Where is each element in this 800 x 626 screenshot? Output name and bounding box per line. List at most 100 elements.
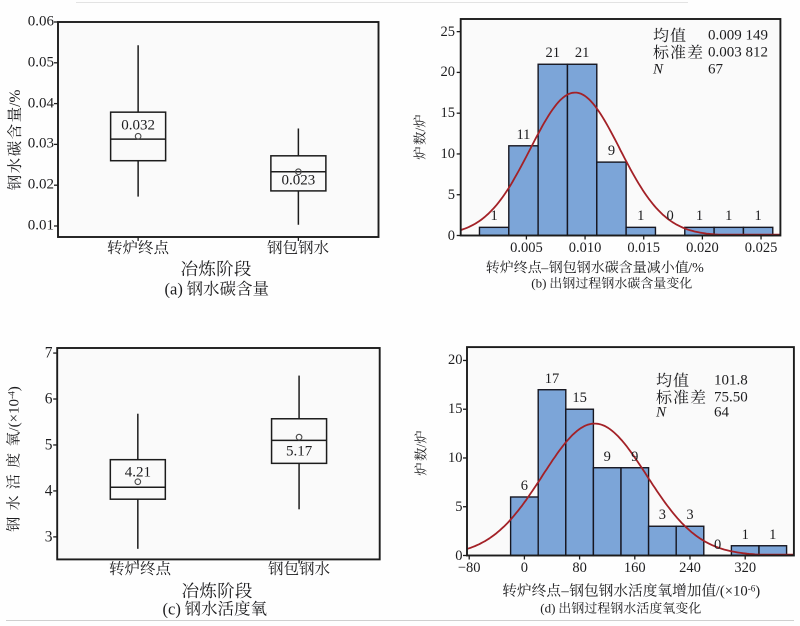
y-axis-title-carbon: /%: [6, 89, 24, 190]
histogram-bar: [647, 525, 677, 557]
box-mean-marker: [134, 478, 142, 486]
cjk-glyph-run: [653, 27, 686, 42]
plot-border: [56, 347, 381, 561]
box-mean-marker: [295, 433, 303, 441]
box-iqr: [109, 111, 167, 162]
x-axis-title-smelting-stage-a: [181, 260, 252, 279]
plot-border: [57, 21, 380, 238]
y-tick-label: 0.06: [27, 13, 54, 30]
stats-sd-label-b: [653, 44, 703, 62]
cjk-glyph-run: [559, 601, 702, 614]
histogram-bar: [537, 389, 567, 557]
cjk-glyph-run: [414, 447, 427, 475]
x-tick-label: 240: [679, 559, 701, 576]
y-tick-label: 0.02: [27, 176, 54, 193]
cjk-glyph-run: [7, 107, 22, 190]
y-tick-label: 5: [44, 436, 53, 454]
cjk-glyph-run: [107, 239, 169, 254]
stats-mean-label-b: [653, 27, 686, 45]
box-mean-marker: [295, 168, 302, 176]
cjk-glyph-run: [413, 114, 426, 128]
bar-count-label: 21: [574, 45, 590, 61]
superscript: -4: [6, 390, 17, 399]
y-tick-label: 15: [440, 104, 456, 121]
stats-n-value-d: 64: [714, 404, 729, 421]
y-tick-label: 3: [44, 528, 53, 546]
x-tick-label: 160: [623, 559, 646, 576]
cjk-glyph-run: [485, 259, 541, 273]
caption-subplot-c: (c): [163, 599, 268, 617]
caption-subplot-d: (d): [540, 601, 702, 615]
y-tick-label: 25: [440, 23, 456, 40]
stats-n-value-b: 67: [708, 61, 723, 78]
stats-sd-value-b: 0.003 812: [708, 44, 768, 61]
x-axis-title-oxygen-increase: –/(×10-6): [503, 583, 760, 600]
bar-count-label: 9: [607, 142, 616, 159]
y-tick-label: 15: [448, 400, 463, 417]
x-tick-label: 0.010: [568, 239, 602, 256]
cjk-glyph-run: [268, 561, 330, 576]
cjk-glyph-run: [181, 260, 251, 277]
x-tick-label: −80: [457, 559, 481, 576]
x-tick-label: 0.005: [510, 239, 543, 256]
x-category-ladle-steel-c: [268, 561, 330, 578]
x-tick-label: 320: [734, 559, 757, 576]
y-tick-label: 20: [440, 64, 456, 81]
superscript: -6: [747, 583, 756, 594]
bar-count-label: 3: [686, 506, 694, 523]
stats-sd-label-d: [656, 388, 706, 406]
bar-count-label: 17: [544, 370, 560, 387]
y-tick-label: 0.03: [27, 135, 54, 152]
x-axis-title-carbon-decrease: –/%: [485, 259, 704, 275]
caption-subplot-b: (b): [531, 276, 693, 289]
box-iqr: [270, 155, 327, 192]
bar-count-label: 0: [713, 536, 722, 553]
box-mean-marker: [134, 132, 142, 140]
x-tick-label: 0.020: [686, 239, 719, 256]
y-tick-label: 7: [44, 344, 53, 362]
y-tick-label: 0: [455, 547, 463, 564]
y-axis-title-heats-d: /: [414, 430, 429, 475]
bar-count-label: 1: [725, 208, 733, 225]
bar-count-label: 6: [520, 477, 529, 494]
plot-border: [459, 18, 782, 237]
y-tick-label: 0: [447, 227, 455, 244]
scan-artifact-bottom: [6, 620, 794, 621]
y-tick-label: 10: [440, 145, 456, 162]
cjk-glyph-run: [653, 44, 703, 60]
cjk-glyph-run: [187, 280, 269, 296]
y-tick-label: 0.04: [27, 95, 54, 112]
bar-count-label: 1: [754, 208, 762, 225]
cjk-glyph-run: [414, 430, 427, 443]
y-tick-label: 5: [447, 186, 455, 203]
y-tick-label: 6: [44, 390, 53, 408]
y-axis-title-heats-b: /: [413, 114, 428, 160]
cjk-glyph-run: [109, 561, 170, 576]
cjk-glyph-run: [550, 276, 693, 289]
cjk-glyph-run: [413, 131, 426, 160]
y-tick-label: 0.05: [27, 54, 54, 71]
stats-mean-value-d: 101.8: [714, 372, 748, 389]
x-axis-title-smelting-stage-c: [182, 581, 253, 600]
x-tick-label: 0: [520, 559, 529, 576]
box-mean-label: 0.032: [121, 117, 155, 134]
x-category-converter-endpoint-c: [109, 561, 171, 578]
histogram-bar: [565, 408, 595, 557]
x-tick-label: 0.025: [744, 239, 778, 256]
bar-count-label: 1: [741, 526, 749, 543]
stats-mean-value-b: 0.009 149: [708, 27, 768, 44]
bar-count-label: 11: [516, 126, 531, 143]
cjk-glyph-run: [569, 583, 716, 598]
bar-count-label: 3: [658, 506, 667, 523]
bar-count-label: 15: [572, 389, 587, 406]
bar-count-label: 1: [637, 208, 645, 225]
box-mean-label: 4.21: [124, 464, 151, 481]
histogram-bar: [509, 496, 539, 557]
histogram-bar: [620, 467, 650, 557]
cjk-glyph-run: [656, 372, 689, 388]
box-mean-label: 0.023: [281, 172, 316, 189]
